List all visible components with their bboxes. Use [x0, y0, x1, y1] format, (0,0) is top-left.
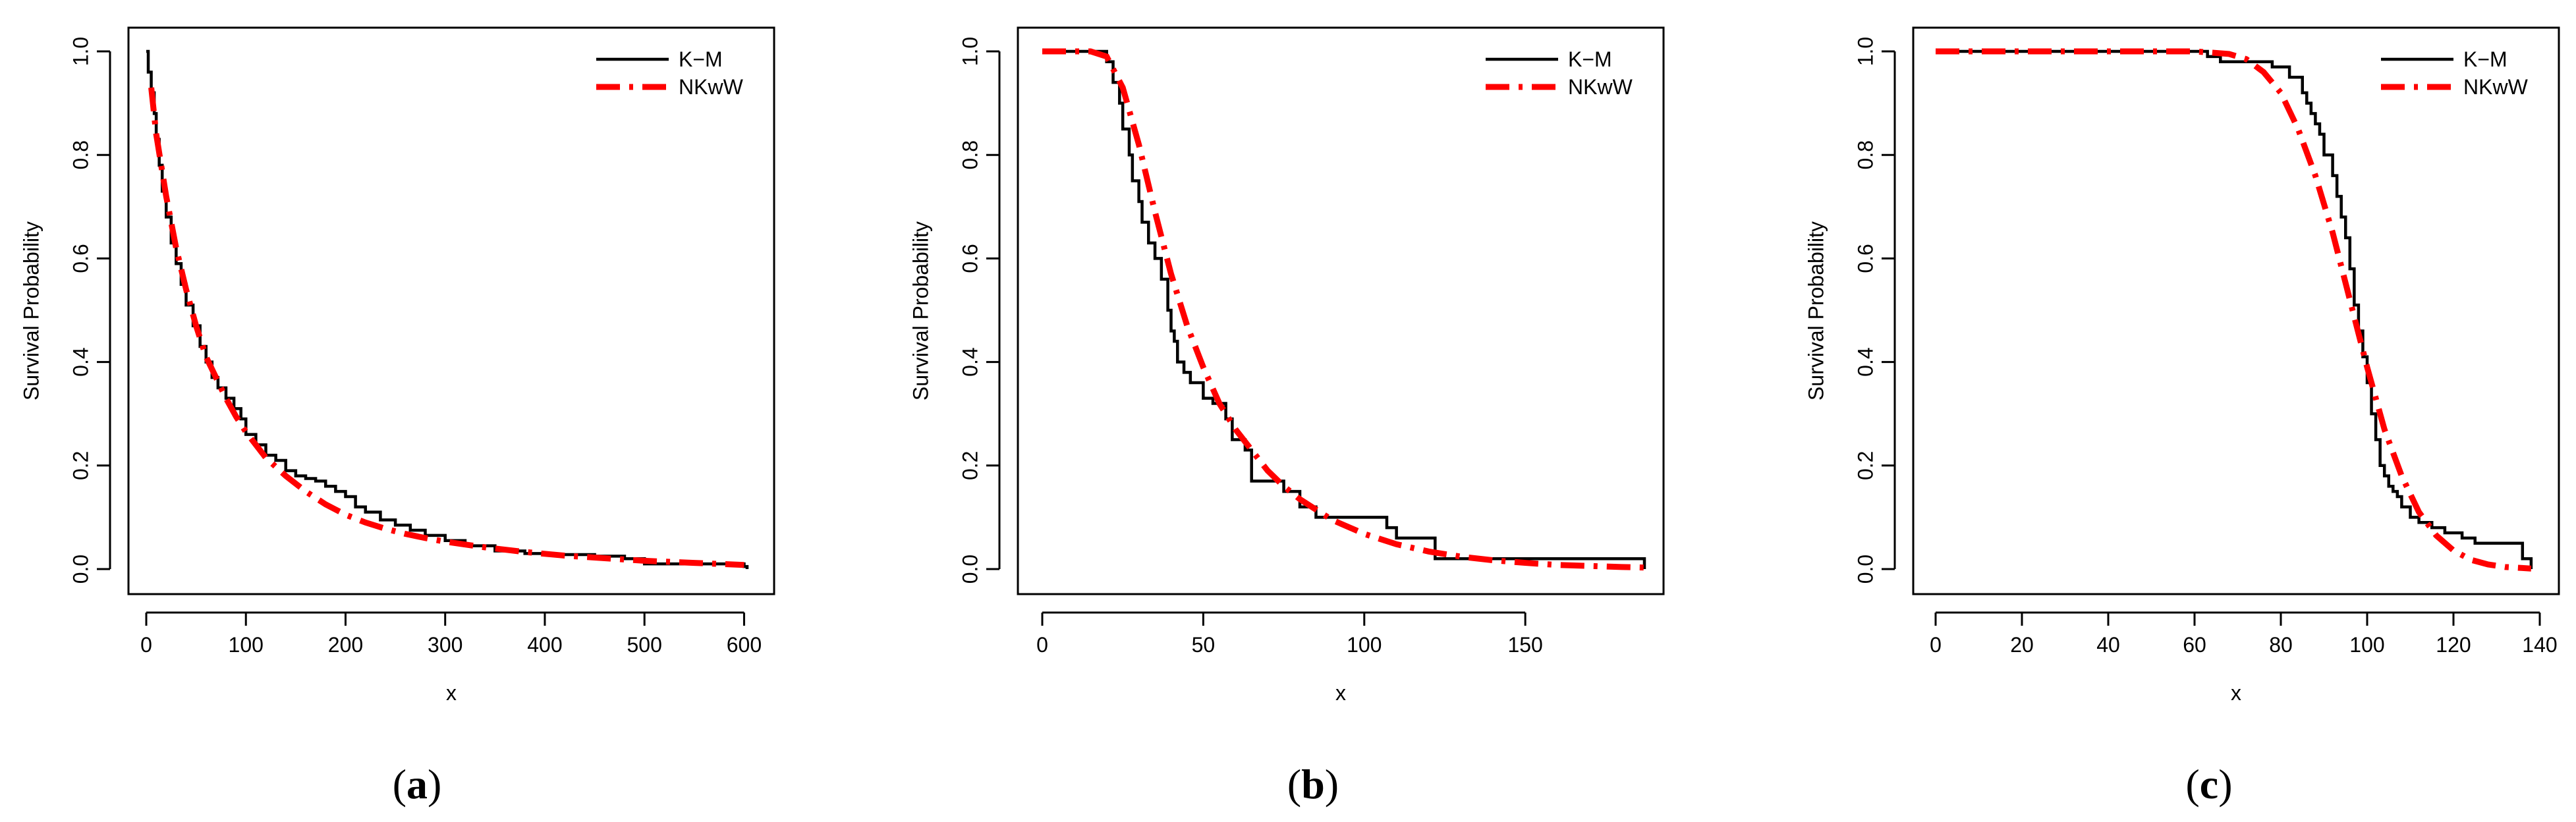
x-tick-label: 400 [527, 633, 562, 657]
legend: K−M NKwW [2381, 47, 2529, 99]
x-axis-label: x [446, 681, 457, 705]
y-tick-label: 0.4 [69, 347, 92, 376]
y-tick-label: 0.8 [958, 140, 982, 169]
y-axis: 0.0 0.2 0.4 0.6 0.8 1.0 [69, 37, 111, 584]
y-tick-label: 0.6 [69, 244, 92, 273]
panel-caption: (c) [2185, 761, 2232, 808]
y-tick-label: 0.2 [1853, 451, 1877, 480]
legend-nkww-label: NKwW [1568, 75, 1633, 99]
y-tick-label: 1.0 [958, 37, 982, 66]
legend: K−M NKwW [596, 47, 744, 99]
y-tick-label: 0.8 [1853, 140, 1877, 169]
x-tick-label: 60 [2183, 633, 2206, 657]
plot-frame [1912, 26, 2560, 595]
x-axis-label: x [1335, 681, 1346, 705]
x-tick-label: 150 [1507, 633, 1542, 657]
y-tick-label: 0.2 [958, 451, 982, 480]
y-tick-label: 0.4 [958, 347, 982, 376]
y-axis-label: Survival Probability [19, 221, 43, 400]
x-tick-label: 100 [2349, 633, 2384, 657]
x-axis: 0 50 100 150 [1036, 611, 1543, 657]
x-tick-label: 100 [229, 633, 264, 657]
y-axis-label: Survival Probability [1804, 221, 1828, 400]
panel-caption: (b) [1287, 761, 1339, 808]
x-tick-label: 40 [2096, 633, 2120, 657]
caption-close-paren: ) [2218, 761, 2232, 808]
y-tick-label: 1.0 [69, 37, 92, 66]
series-nkww-line [1936, 48, 2532, 572]
y-tick-label: 0.0 [1853, 555, 1877, 584]
x-tick-label: 0 [140, 633, 152, 657]
chart-panel-c: 0 20 40 60 80 100 120 140 x 0.0 0.2 0.4 0.6 0.8 1.0 Sur… [1804, 26, 2560, 808]
x-tick-label: 500 [627, 633, 662, 657]
panel-caption: (a) [393, 761, 442, 808]
caption-open-paren: ( [393, 761, 406, 808]
caption-open-paren: ( [2185, 761, 2199, 808]
y-axis: 0.0 0.2 0.4 0.6 0.8 1.0 [1853, 37, 1896, 584]
y-axis-label: Survival Probability [909, 221, 932, 400]
chart-panel-b: 0 50 100 150 x 0.0 0.2 0.4 0.6 0.8 1.0 Survival Pro… [909, 26, 1665, 808]
legend-km-label: K−M [679, 47, 723, 71]
x-tick-label: 300 [428, 633, 462, 657]
x-axis: 0 20 40 60 80 100 120 140 [1930, 611, 2558, 657]
series-km-line [1936, 49, 2533, 569]
series-nkww-line [1042, 48, 1645, 571]
y-tick-label: 0.4 [1853, 347, 1877, 376]
y-tick-label: 0.0 [69, 555, 92, 584]
legend-km-label: K−M [1568, 47, 1612, 71]
y-tick-label: 0.6 [1853, 244, 1877, 273]
x-axis-label: x [2231, 681, 2241, 705]
caption-letter: b [1301, 761, 1325, 808]
series-km-line [146, 49, 749, 569]
caption-close-paren: ) [428, 761, 441, 808]
x-tick-label: 100 [1347, 633, 1382, 657]
y-tick-label: 0.0 [958, 555, 982, 584]
x-tick-label: 80 [2269, 633, 2293, 657]
chart-panel-a: 0 100 200 300 400 500 600 x 0.0 0.2 0.4 0.6 0.8 1.0 Su… [19, 26, 775, 808]
y-tick-label: 0.2 [69, 451, 92, 480]
x-tick-label: 0 [1930, 633, 1942, 657]
x-axis: 0 100 200 300 400 500 600 [140, 611, 762, 657]
legend-nkww-label: NKwW [2463, 75, 2529, 99]
y-tick-label: 0.6 [958, 244, 982, 273]
x-tick-label: 600 [727, 633, 762, 657]
y-tick-label: 1.0 [1853, 37, 1877, 66]
legend: K−M NKwW [1486, 47, 1633, 99]
legend-nkww-label: NKwW [679, 75, 744, 99]
series-km-line [1042, 49, 1646, 569]
caption-close-paren: ) [1325, 761, 1339, 808]
plot-frame [127, 26, 775, 595]
caption-open-paren: ( [1287, 761, 1301, 808]
x-tick-label: 0 [1036, 633, 1048, 657]
caption-letter: a [406, 761, 428, 808]
y-tick-label: 0.8 [69, 140, 92, 169]
y-axis: 0.0 0.2 0.4 0.6 0.8 1.0 [958, 37, 1001, 584]
caption-letter: c [2200, 761, 2218, 808]
x-tick-label: 120 [2436, 633, 2471, 657]
legend-km-label: K−M [2463, 47, 2507, 71]
x-tick-label: 200 [328, 633, 363, 657]
x-tick-label: 140 [2522, 633, 2557, 657]
x-tick-label: 20 [2010, 633, 2034, 657]
x-tick-label: 50 [1192, 633, 1216, 657]
series-nkww-line [148, 87, 744, 568]
plot-frame [1017, 26, 1665, 595]
